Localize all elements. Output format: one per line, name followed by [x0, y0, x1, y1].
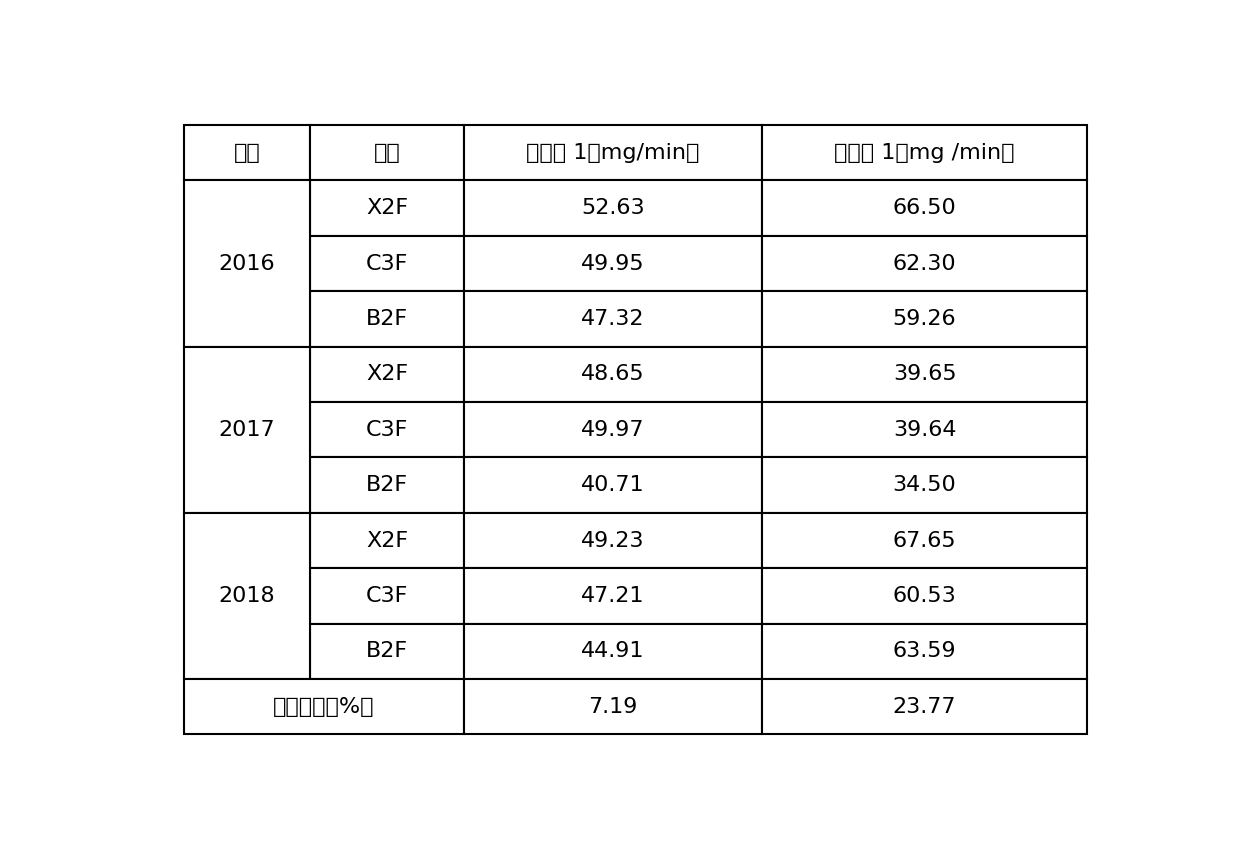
Bar	[464, 679, 761, 734]
Bar	[761, 513, 1087, 568]
Bar	[761, 291, 1087, 346]
Bar	[761, 180, 1087, 236]
Text: 23.77: 23.77	[893, 697, 956, 717]
Bar	[184, 180, 310, 346]
Text: 2017: 2017	[218, 420, 275, 440]
Text: 59.26: 59.26	[893, 309, 956, 329]
Text: 40.71: 40.71	[582, 475, 645, 495]
Text: 66.50: 66.50	[893, 198, 956, 218]
Text: 7.19: 7.19	[588, 697, 637, 717]
Bar	[464, 513, 761, 568]
Bar	[310, 291, 464, 346]
Text: 49.95: 49.95	[582, 254, 645, 273]
Text: 等级: 等级	[373, 143, 401, 163]
Text: 49.23: 49.23	[582, 530, 645, 551]
Text: 63.59: 63.59	[893, 642, 956, 661]
Bar	[464, 291, 761, 346]
Text: 2016: 2016	[218, 254, 275, 273]
Text: 2018: 2018	[218, 586, 275, 606]
Text: 67.65: 67.65	[893, 530, 956, 551]
Text: 47.21: 47.21	[582, 586, 645, 606]
Bar	[464, 458, 761, 513]
Bar	[761, 402, 1087, 458]
Bar	[761, 236, 1087, 291]
Text: B2F: B2F	[366, 475, 408, 495]
Text: B2F: B2F	[366, 642, 408, 661]
Text: X2F: X2F	[366, 530, 408, 551]
Bar	[184, 125, 310, 180]
Bar	[310, 346, 464, 402]
Text: 对照例 1（mg /min）: 对照例 1（mg /min）	[835, 143, 1014, 163]
Bar	[310, 180, 464, 236]
Text: C3F: C3F	[366, 586, 408, 606]
Bar	[310, 624, 464, 679]
Bar	[184, 513, 310, 679]
Bar	[464, 402, 761, 458]
Bar	[464, 568, 761, 624]
Bar	[310, 236, 464, 291]
Text: 年度: 年度	[233, 143, 260, 163]
Text: C3F: C3F	[366, 420, 408, 440]
Text: 39.65: 39.65	[893, 364, 956, 385]
Text: B2F: B2F	[366, 309, 408, 329]
Bar	[761, 346, 1087, 402]
Bar	[464, 236, 761, 291]
Text: 变异系数（%）: 变异系数（%）	[273, 697, 374, 717]
Bar	[761, 458, 1087, 513]
Text: 47.32: 47.32	[582, 309, 645, 329]
Text: 60.53: 60.53	[893, 586, 956, 606]
Bar	[761, 568, 1087, 624]
Bar	[464, 180, 761, 236]
Text: 实施例 1（mg/min）: 实施例 1（mg/min）	[526, 143, 699, 163]
Text: 34.50: 34.50	[893, 475, 956, 495]
Bar	[464, 624, 761, 679]
Text: X2F: X2F	[366, 198, 408, 218]
Bar	[310, 513, 464, 568]
Text: 49.97: 49.97	[582, 420, 645, 440]
Text: C3F: C3F	[366, 254, 408, 273]
Bar	[761, 125, 1087, 180]
Text: 44.91: 44.91	[582, 642, 645, 661]
Text: X2F: X2F	[366, 364, 408, 385]
Bar	[310, 125, 464, 180]
Bar	[310, 568, 464, 624]
Bar	[184, 346, 310, 513]
Text: 52.63: 52.63	[582, 198, 645, 218]
Bar	[184, 679, 464, 734]
Text: 48.65: 48.65	[582, 364, 645, 385]
Text: 62.30: 62.30	[893, 254, 956, 273]
Bar	[464, 346, 761, 402]
Bar	[310, 458, 464, 513]
Bar	[310, 402, 464, 458]
Bar	[761, 679, 1087, 734]
Bar	[761, 624, 1087, 679]
Text: 39.64: 39.64	[893, 420, 956, 440]
Bar	[464, 125, 761, 180]
